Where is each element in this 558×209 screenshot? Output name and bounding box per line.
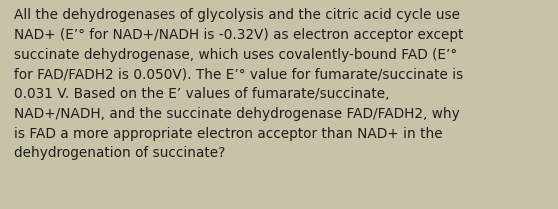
Text: All the dehydrogenases of glycolysis and the citric acid cycle use
NAD+ (E’° for: All the dehydrogenases of glycolysis and…: [14, 8, 463, 160]
